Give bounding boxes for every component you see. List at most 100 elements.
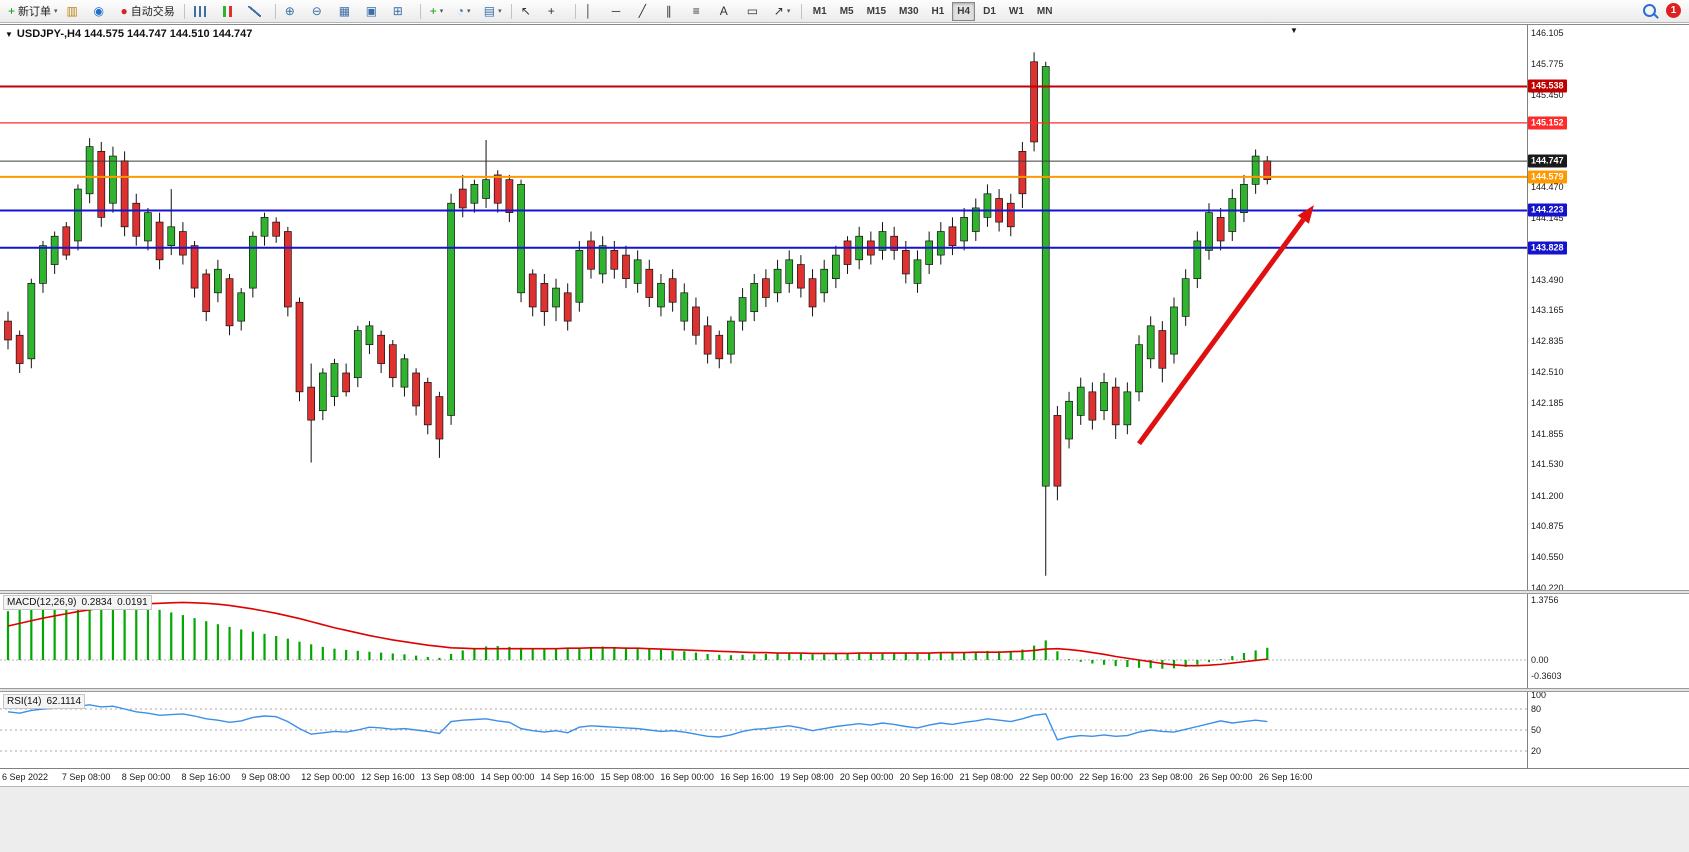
candle-body <box>680 292 689 322</box>
candle-body <box>890 235 899 251</box>
vertical-line-button[interactable]: │ <box>581 0 607 22</box>
timeframe-m5-button[interactable]: M5 <box>839 5 854 17</box>
macd-value-main: 0.2834 <box>81 597 113 608</box>
periods-button[interactable]: ◔ ▾ <box>453 0 479 22</box>
templates-button[interactable]: ▤ ▾ <box>480 0 506 22</box>
candle-body <box>1053 415 1062 487</box>
fibonacci-button[interactable]: ≡ <box>689 0 715 22</box>
time-axis-label: 21 Sep 08:00 <box>959 772 1014 782</box>
price-badge: 145.152 <box>1528 116 1567 130</box>
chart-title-text: USDJPY-,H4 144.575 144.747 144.510 144.7… <box>16 28 253 40</box>
notification-badge[interactable]: 1 <box>1666 3 1681 18</box>
macd-chart-canvas[interactable] <box>0 594 1527 688</box>
trend-arrow-head[interactable] <box>1297 205 1314 224</box>
timeframe-m1-button[interactable]: M1 <box>812 5 827 17</box>
text-label-button[interactable]: ▭ <box>743 0 769 22</box>
candle-body <box>97 151 106 218</box>
candle-body <box>1240 184 1248 214</box>
new-order-button[interactable]: + 新订单 ▾ <box>4 0 62 22</box>
main-chart-canvas[interactable] <box>0 25 1527 590</box>
cursor-icon: ↖ <box>520 4 531 18</box>
time-axis-label: 22 Sep 00:00 <box>1019 772 1073 782</box>
candle-body <box>820 268 829 294</box>
price-axis-label: 141.200 <box>1531 490 1564 501</box>
time-axis-label: 12 Sep 00:00 <box>301 772 355 782</box>
candle-body <box>1158 330 1167 369</box>
candle-body <box>318 372 327 412</box>
tile-windows-button[interactable]: ▦ <box>335 0 361 22</box>
expand-arrow-icon[interactable]: ▼ <box>1290 26 1298 35</box>
arrange-windows-button[interactable]: ▣ <box>362 0 388 22</box>
indicators-button[interactable]: + ▾ <box>426 0 452 22</box>
timeframe-m30-button[interactable]: M30 <box>899 5 919 17</box>
toolbar-separator <box>800 3 802 19</box>
horizontal-line-button[interactable]: ─ <box>608 0 634 22</box>
trend-arrow[interactable] <box>1137 218 1306 446</box>
chart-shift-button[interactable]: ⊞ <box>389 0 415 22</box>
candle-body <box>1181 278 1190 317</box>
channel-button[interactable]: ∥ <box>662 0 688 22</box>
search-icon[interactable] <box>1643 4 1656 17</box>
price-axis-label: 140.875 <box>1531 521 1564 532</box>
vertical-line-icon: │ <box>584 4 593 18</box>
macd-value-signal: 0.0191 <box>117 597 148 608</box>
price-badge: 144.747 <box>1528 154 1567 168</box>
timeframe-d1-button[interactable]: D1 <box>983 5 996 17</box>
rsi-line <box>7 704 1268 741</box>
collapse-icon[interactable]: ▼ <box>5 29 13 39</box>
time-axis-border <box>0 768 1689 769</box>
candle-body <box>773 268 782 294</box>
candle-body <box>913 259 922 284</box>
autotrading-button[interactable]: ● 自动交易 <box>117 0 179 22</box>
candle-body <box>470 184 479 204</box>
dropdown-arrow-icon: ▾ <box>467 8 471 15</box>
candle-body <box>657 283 665 308</box>
rsi-chart-canvas[interactable] <box>0 692 1527 768</box>
pane-separator[interactable] <box>0 590 1689 594</box>
candle-body <box>598 245 607 275</box>
price-axis-label: 143.490 <box>1531 274 1564 285</box>
text-button[interactable]: A <box>716 0 742 22</box>
horizontal-line-icon: ─ <box>611 4 621 18</box>
candle-body <box>762 278 770 298</box>
crosshair-button[interactable]: + <box>544 0 570 22</box>
zoom-in-button[interactable]: ⊕ <box>281 0 307 22</box>
chart-bars-button[interactable] <box>190 0 216 22</box>
timeframe-h4-button[interactable]: H4 <box>952 1 976 21</box>
candle-body <box>50 235 59 265</box>
fibonacci-icon: ≡ <box>692 4 700 18</box>
time-axis-label: 15 Sep 08:00 <box>600 772 655 782</box>
crosshair-icon: + <box>547 4 555 18</box>
macd-axis-label: 1.3756 <box>1531 595 1559 605</box>
cursor-button[interactable]: ↖ <box>517 0 543 22</box>
arrows-button[interactable]: ↗ ▾ <box>770 0 796 22</box>
overlay-icons: 1 <box>1643 3 1681 18</box>
indicators-icon: + <box>429 4 437 18</box>
candle-body <box>925 240 933 265</box>
candle-body <box>797 264 805 289</box>
time-axis-label: 13 Sep 08:00 <box>420 772 475 782</box>
candle-body <box>388 344 397 379</box>
trendline-icon: ╱ <box>638 4 647 18</box>
candles <box>4 52 1272 576</box>
profiles-button[interactable]: ◉ <box>90 0 116 22</box>
timeframe-h1-button[interactable]: H1 <box>931 5 945 17</box>
chart-line-button[interactable] <box>244 0 270 22</box>
candle-body <box>400 358 409 388</box>
trendline-button[interactable]: ╱ <box>635 0 661 22</box>
charts-button[interactable]: ▥ <box>63 0 89 22</box>
time-axis-label: 9 Sep 08:00 <box>241 772 290 782</box>
zoom-out-button[interactable]: ⊖ <box>308 0 334 22</box>
dropdown-arrow-icon: ▾ <box>786 8 791 15</box>
timeframe-m15-button[interactable]: M15 <box>866 5 887 17</box>
chart-line-icon <box>247 5 261 17</box>
macd-signal-line <box>7 601 1268 667</box>
candle-body <box>167 226 176 247</box>
timeframe-mn-button[interactable]: MN <box>1036 5 1053 17</box>
pane-separator[interactable] <box>0 688 1689 692</box>
timeframe-w1-button[interactable]: W1 <box>1008 5 1024 17</box>
autotrading-icon: ● <box>120 4 128 18</box>
chart-candles-button[interactable] <box>217 0 243 22</box>
candle-body <box>610 250 619 270</box>
time-axis-label: 23 Sep 08:00 <box>1139 772 1193 782</box>
